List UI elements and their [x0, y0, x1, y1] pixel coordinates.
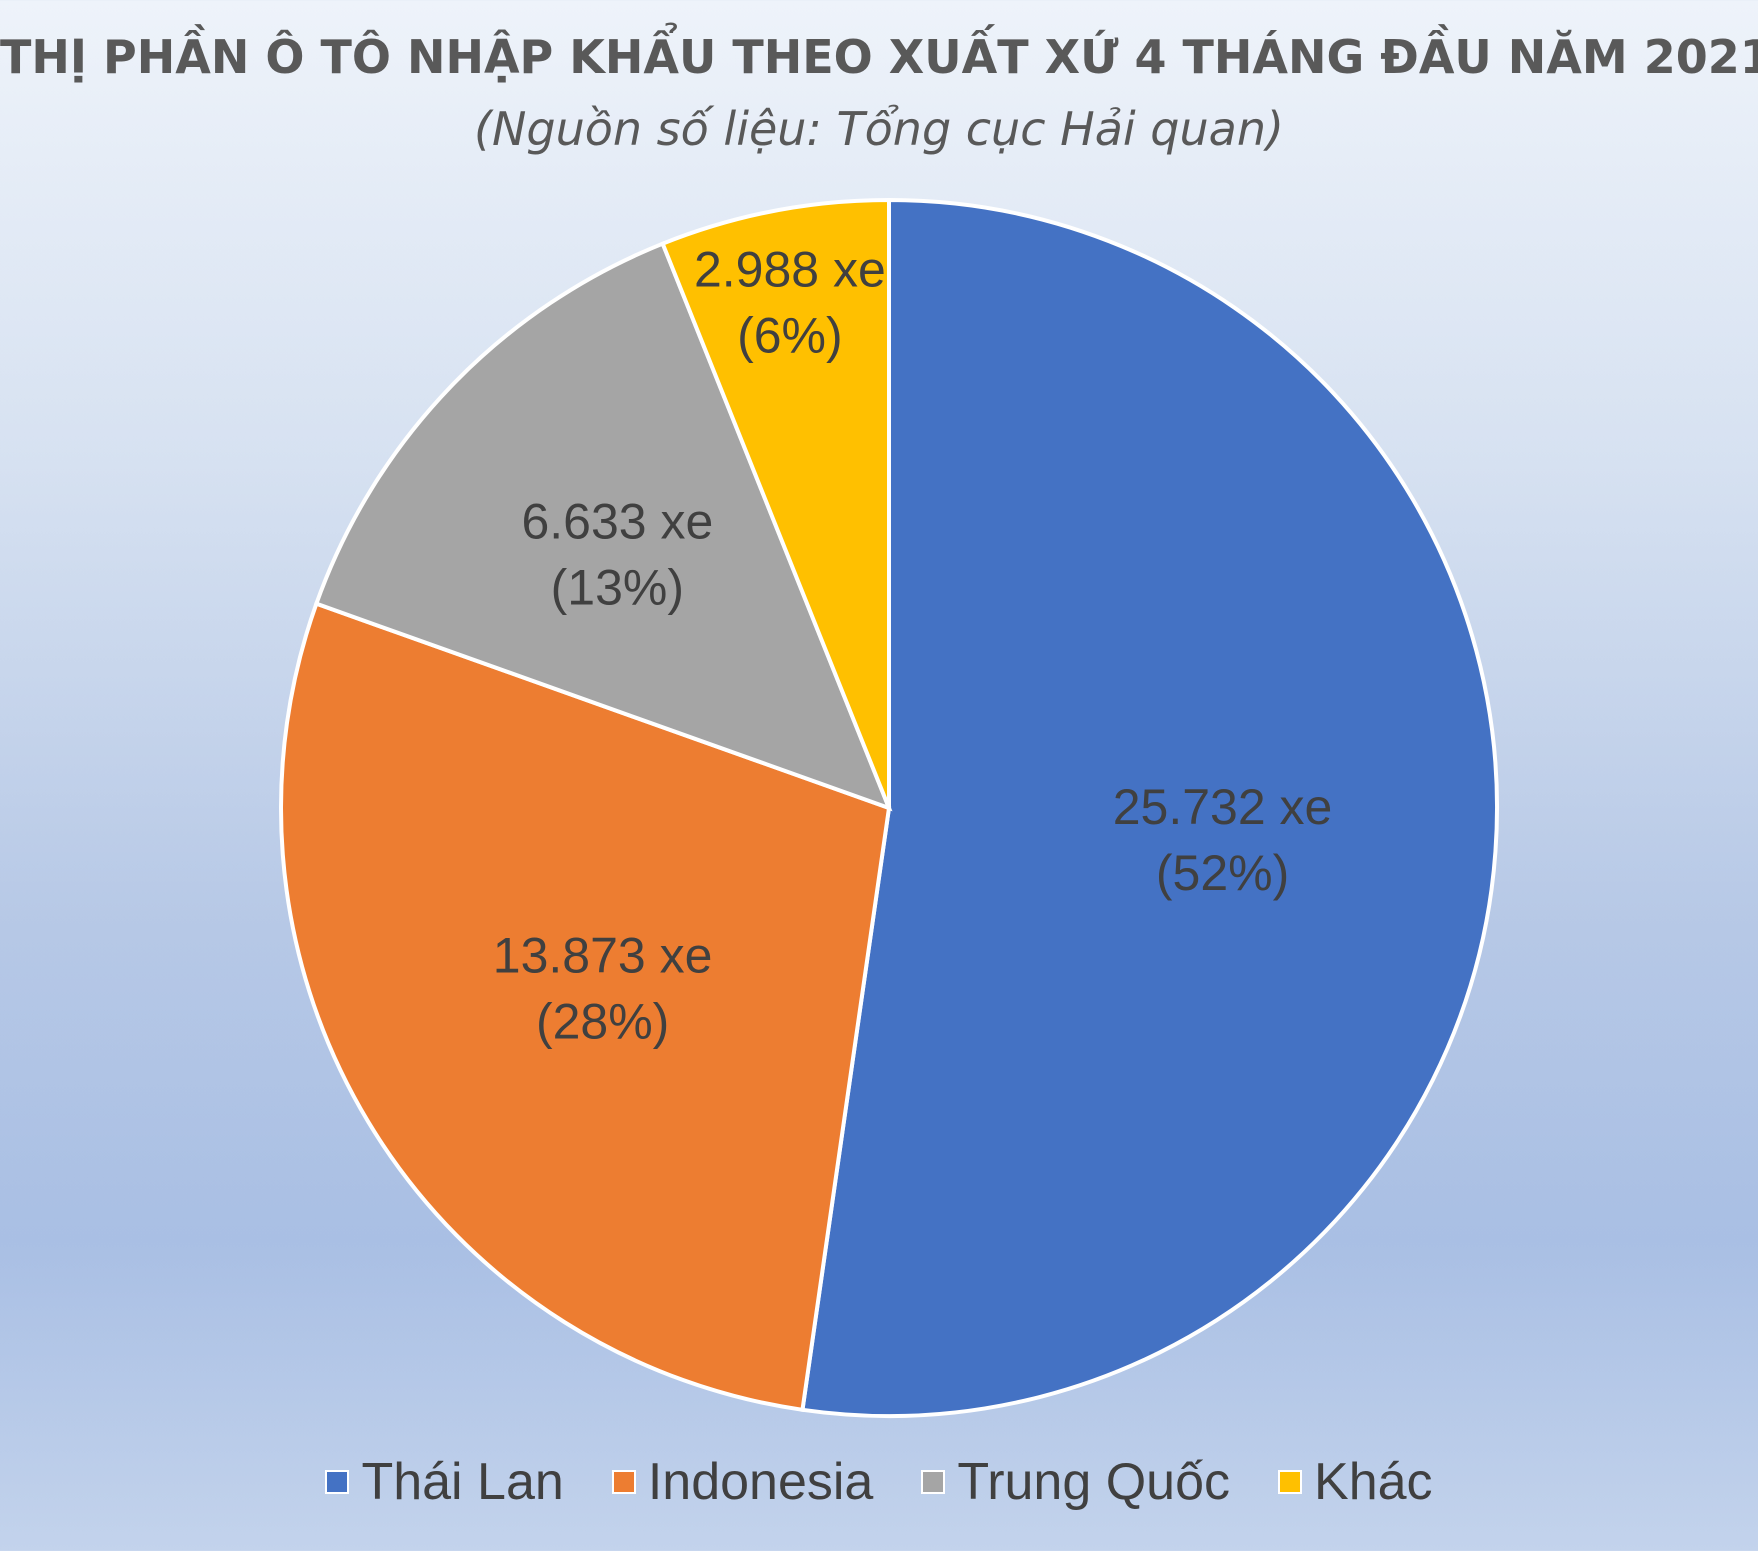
- data-label-percent-trung-quoc: (13%): [551, 560, 684, 616]
- legend-swatch-trung-quoc: [921, 1470, 946, 1494]
- chart-title: THỊ PHẦN Ô TÔ NHẬP KHẨU THEO XUẤT XỨ 4 T…: [0, 30, 1758, 84]
- pie-slice-trung-quoc: [313, 241, 893, 812]
- data-label-percent-khac: (6%): [737, 308, 843, 364]
- pie-chart: 25.732 xe (52%) 13.873 xe (28%) 6.633 xe (13%…: [279, 197, 1499, 1418]
- legend-swatch-indonesia: [611, 1470, 636, 1494]
- legend-label-trung-quoc: Trung Quốc: [957, 1453, 1231, 1511]
- legend-label-indonesia: Indonesia: [647, 1453, 874, 1511]
- data-label-value-indonesia: 13.873 xe: [493, 928, 713, 984]
- data-label-value-thai-lan: 25.732 xe: [1113, 779, 1333, 835]
- legend: Thái Lan Indonesia Trung Quốc Khác: [0, 1452, 1758, 1512]
- legend-label-thai-lan: Thái Lan: [361, 1453, 564, 1511]
- legend-item-thai-lan: Thái Lan: [325, 1452, 564, 1512]
- legend-item-trung-quoc: Trung Quốc: [921, 1452, 1230, 1512]
- legend-item-khac: Khác: [1278, 1452, 1433, 1512]
- pie-slice-khac: [660, 197, 891, 809]
- pie-slice-indonesia: [279, 601, 892, 1413]
- legend-item-indonesia: Indonesia: [611, 1452, 874, 1512]
- legend-swatch-khac: [1278, 1470, 1303, 1494]
- pie-slice-thai-lan: [800, 197, 1499, 1418]
- chart-subtitle: (Nguồn số liệu: Tổng cục Hải quan): [474, 102, 1284, 156]
- legend-swatch-thai-lan: [325, 1470, 350, 1494]
- data-label-value-khac: 2.988 xe: [694, 242, 886, 298]
- data-label-value-trung-quoc: 6.633 xe: [521, 494, 713, 550]
- data-label-percent-indonesia: (28%): [536, 994, 669, 1050]
- data-label-percent-thai-lan: (52%): [1156, 845, 1289, 901]
- legend-label-khac: Khác: [1314, 1453, 1433, 1511]
